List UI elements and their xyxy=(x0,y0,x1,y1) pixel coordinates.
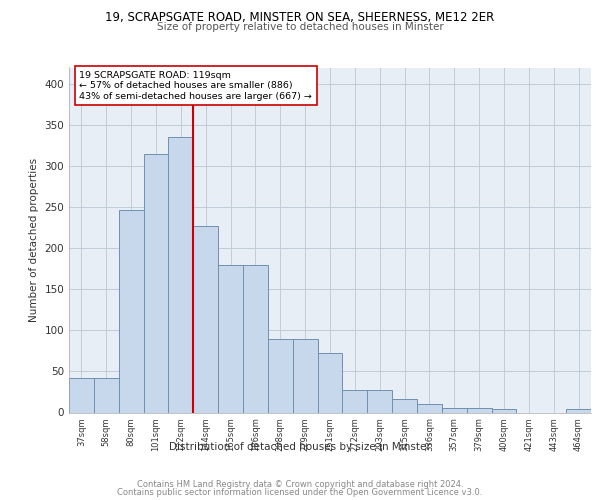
Text: 19, SCRAPSGATE ROAD, MINSTER ON SEA, SHEERNESS, ME12 2ER: 19, SCRAPSGATE ROAD, MINSTER ON SEA, SHE… xyxy=(106,12,494,24)
Bar xyxy=(367,390,392,412)
Bar xyxy=(119,210,143,412)
Bar xyxy=(317,352,343,412)
Bar xyxy=(94,378,119,412)
Bar xyxy=(243,264,268,412)
Text: Contains public sector information licensed under the Open Government Licence v3: Contains public sector information licen… xyxy=(118,488,482,497)
Bar xyxy=(143,154,169,412)
Y-axis label: Number of detached properties: Number of detached properties xyxy=(29,158,39,322)
Bar xyxy=(467,408,491,412)
Text: Size of property relative to detached houses in Minster: Size of property relative to detached ho… xyxy=(157,22,443,32)
Bar xyxy=(69,378,94,412)
Bar xyxy=(442,408,467,412)
Text: Contains HM Land Registry data © Crown copyright and database right 2024.: Contains HM Land Registry data © Crown c… xyxy=(137,480,463,489)
Text: 19 SCRAPSGATE ROAD: 119sqm
← 57% of detached houses are smaller (886)
43% of sem: 19 SCRAPSGATE ROAD: 119sqm ← 57% of deta… xyxy=(79,71,313,101)
Bar xyxy=(193,226,218,412)
Bar xyxy=(491,409,517,412)
Bar xyxy=(343,390,367,412)
Bar xyxy=(293,338,317,412)
Bar xyxy=(169,138,193,412)
Bar xyxy=(218,264,243,412)
Bar xyxy=(566,409,591,412)
Bar xyxy=(392,398,417,412)
Text: Distribution of detached houses by size in Minster: Distribution of detached houses by size … xyxy=(169,442,431,452)
Bar xyxy=(417,404,442,412)
Bar xyxy=(268,338,293,412)
